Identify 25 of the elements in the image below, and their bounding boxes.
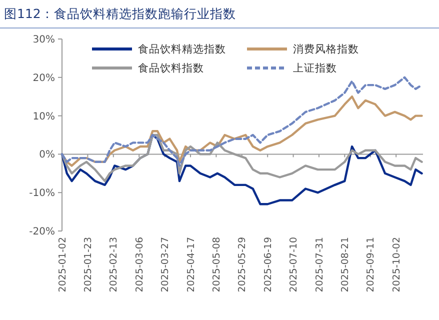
x-tick-label: 2025-03-06 (134, 237, 146, 292)
y-tick-label: 10% (32, 111, 55, 122)
x-tick-label: 2025-07-10 (288, 237, 300, 292)
chart-title: 图112：食品饮料精选指数跑输行业指数 (4, 6, 236, 21)
x-tick-label: 2025-05-29 (237, 237, 248, 292)
legend-label: 消费风格指数 (293, 42, 359, 56)
legend-label: 食品饮料精选指数 (138, 42, 226, 56)
legend-label: 食品饮料指数 (138, 62, 204, 75)
y-tick-label: 20% (32, 72, 55, 84)
y-tick-label: 30% (32, 34, 55, 46)
x-tick-label: 2025-02-13 (108, 237, 120, 292)
x-tick-label: 2025-06-19 (262, 237, 274, 292)
y-tick-label: -20% (29, 226, 55, 238)
x-tick-label: 2025-07-31 (314, 237, 326, 292)
y-tick-label: -10% (29, 188, 55, 200)
x-tick-label: 2025-03-27 (160, 237, 172, 292)
y-tick-label: 0% (39, 150, 55, 161)
x-tick-label: 2025-04-17 (186, 237, 197, 292)
x-tick-label: 2025-08-21 (340, 237, 352, 292)
legend-label: 上证指数 (293, 62, 337, 75)
x-tick-label: 2025-01-23 (83, 237, 94, 292)
x-tick-label: 2025-09-11 (366, 237, 377, 292)
x-tick-label: 2025-10-02 (391, 237, 402, 292)
x-tick-label: 2025-05-08 (212, 237, 223, 292)
x-tick-label: 2025-01-02 (57, 237, 68, 292)
